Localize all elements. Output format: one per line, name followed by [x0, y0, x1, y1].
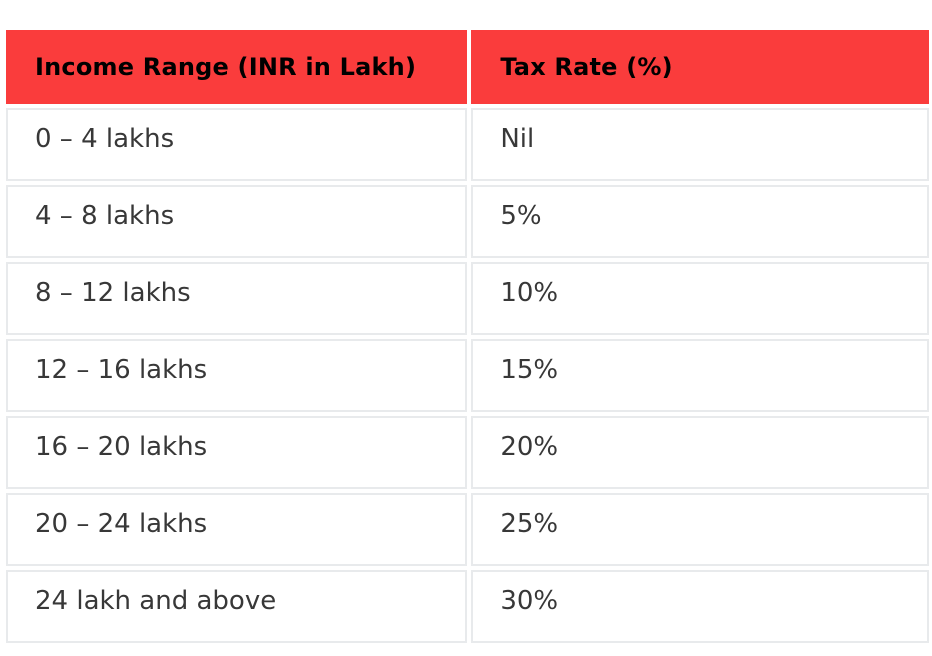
- table-row: 8 – 12 lakhs 10%: [6, 262, 932, 335]
- column-header-tax-rate: Tax Rate (%): [471, 30, 929, 104]
- tax-rate-cell: 20%: [471, 416, 929, 489]
- tax-rate-cell: 5%: [471, 185, 929, 258]
- table-row: 12 – 16 lakhs 15%: [6, 339, 932, 412]
- income-range-cell: 12 – 16 lakhs: [6, 339, 468, 412]
- income-range-cell: 20 – 24 lakhs: [6, 493, 468, 566]
- income-range-cell: 0 – 4 lakhs: [6, 108, 468, 181]
- tax-rate-cell: 30%: [471, 570, 929, 643]
- table-viewport: Income Range (INR in Lakh) Tax Rate (%) …: [2, 26, 932, 654]
- table-row: 24 lakh and above 30%: [6, 570, 932, 643]
- income-range-cell: 8 – 12 lakhs: [6, 262, 468, 335]
- table-row: 20 – 24 lakhs 25%: [6, 493, 932, 566]
- income-range-cell: 4 – 8 lakhs: [6, 185, 468, 258]
- income-range-cell: 24 lakh and above: [6, 570, 468, 643]
- column-header-income-range: Income Range (INR in Lakh): [6, 30, 468, 104]
- table-body: 0 – 4 lakhs Nil 4 – 8 lakhs 5% 8 – 12 la…: [6, 108, 932, 643]
- tax-rate-cell: 25%: [471, 493, 929, 566]
- table-row: 16 – 20 lakhs 20%: [6, 416, 932, 489]
- tax-rate-cell: Nil: [471, 108, 929, 181]
- table-header: Income Range (INR in Lakh) Tax Rate (%): [6, 30, 932, 104]
- table-row: 4 – 8 lakhs 5%: [6, 185, 932, 258]
- tax-slab-table: Income Range (INR in Lakh) Tax Rate (%) …: [2, 26, 932, 647]
- income-range-cell: 16 – 20 lakhs: [6, 416, 468, 489]
- header-row: Income Range (INR in Lakh) Tax Rate (%): [6, 30, 932, 104]
- table-row: 0 – 4 lakhs Nil: [6, 108, 932, 181]
- tax-rate-cell: 15%: [471, 339, 929, 412]
- tax-rate-cell: 10%: [471, 262, 929, 335]
